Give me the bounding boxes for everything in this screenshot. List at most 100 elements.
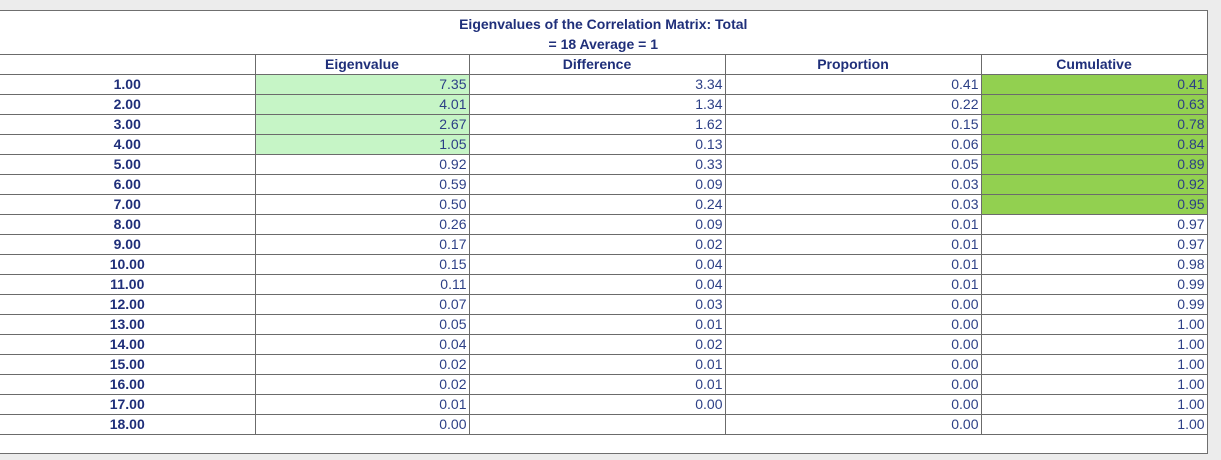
cell-eigenvalue[interactable]: 0.02 <box>254 354 470 375</box>
cell-eigenvalue[interactable]: 0.92 <box>254 154 470 175</box>
cell-proportion[interactable]: 0.00 <box>724 394 982 415</box>
row-label[interactable]: 3.00 <box>0 114 256 135</box>
table-row: 9.00 0.17 0.02 0.01 0.97 <box>0 234 1208 255</box>
header-proportion[interactable]: Proportion <box>724 54 982 75</box>
cell-cumulative[interactable]: 0.78 <box>980 114 1208 135</box>
cell-proportion[interactable]: 0.03 <box>724 194 982 215</box>
cell-difference[interactable]: 0.24 <box>468 194 726 215</box>
cell-cumulative[interactable]: 1.00 <box>980 334 1208 355</box>
row-label[interactable]: 10.00 <box>0 254 256 275</box>
row-label[interactable]: 9.00 <box>0 234 256 255</box>
row-label[interactable]: 14.00 <box>0 334 256 355</box>
cell-proportion[interactable]: 0.06 <box>724 134 982 155</box>
cell-cumulative[interactable]: 0.99 <box>980 274 1208 295</box>
cell-eigenvalue[interactable]: 0.50 <box>254 194 470 215</box>
cell-difference[interactable]: 0.09 <box>468 174 726 195</box>
cell-cumulative[interactable]: 0.95 <box>980 194 1208 215</box>
row-label[interactable]: 1.00 <box>0 74 256 95</box>
cell-cumulative[interactable]: 0.92 <box>980 174 1208 195</box>
cell-eigenvalue[interactable]: 0.04 <box>254 334 470 355</box>
cell-cumulative[interactable]: 0.41 <box>980 74 1208 95</box>
cell-cumulative[interactable]: 1.00 <box>980 374 1208 395</box>
cell-proportion[interactable]: 0.15 <box>724 114 982 135</box>
row-label[interactable]: 18.00 <box>0 414 256 435</box>
cell-difference[interactable]: 0.02 <box>468 334 726 355</box>
cell-difference[interactable]: 0.01 <box>468 374 726 395</box>
cell-cumulative[interactable]: 1.00 <box>980 414 1208 435</box>
cell-eigenvalue[interactable]: 0.59 <box>254 174 470 195</box>
cell-difference[interactable]: 0.04 <box>468 274 726 295</box>
cell-difference[interactable]: 0.01 <box>468 354 726 375</box>
scrollbar-track[interactable] <box>1210 0 1221 460</box>
cell-difference[interactable]: 0.09 <box>468 214 726 235</box>
cell-cumulative[interactable]: 0.97 <box>980 214 1208 235</box>
cell-cumulative[interactable]: 0.98 <box>980 254 1208 275</box>
cell-proportion[interactable]: 0.00 <box>724 294 982 315</box>
cell-cumulative[interactable]: 1.00 <box>980 354 1208 375</box>
row-label[interactable]: 2.00 <box>0 94 256 115</box>
row-label[interactable]: 12.00 <box>0 294 256 315</box>
row-label[interactable]: 8.00 <box>0 214 256 235</box>
cell-difference[interactable]: 0.03 <box>468 294 726 315</box>
cell-difference[interactable]: 0.02 <box>468 234 726 255</box>
cell-proportion[interactable]: 0.05 <box>724 154 982 175</box>
table-body: 1.00 7.35 3.34 0.41 0.41 2.00 4.01 1.34 0.22 0.63… <box>0 74 1208 435</box>
row-label[interactable]: 7.00 <box>0 194 256 215</box>
cell-proportion[interactable]: 0.41 <box>724 74 982 95</box>
cell-cumulative[interactable]: 1.00 <box>980 394 1208 415</box>
cell-difference[interactable]: 0.33 <box>468 154 726 175</box>
cell-cumulative[interactable]: 0.84 <box>980 134 1208 155</box>
cell-eigenvalue[interactable]: 0.26 <box>254 214 470 235</box>
cell-eigenvalue[interactable]: 7.35 <box>254 74 470 95</box>
cell-proportion[interactable]: 0.00 <box>724 354 982 375</box>
row-label[interactable]: 6.00 <box>0 174 256 195</box>
cell-proportion[interactable]: 0.00 <box>724 414 982 435</box>
cell-difference[interactable]: 0.04 <box>468 254 726 275</box>
cell-difference[interactable]: 0.13 <box>468 134 726 155</box>
cell-proportion[interactable]: 0.22 <box>724 94 982 115</box>
cell-eigenvalue[interactable]: 1.05 <box>254 134 470 155</box>
row-label[interactable]: 11.00 <box>0 274 256 295</box>
cell-eigenvalue[interactable]: 0.02 <box>254 374 470 395</box>
cell-proportion[interactable]: 0.01 <box>724 234 982 255</box>
row-label[interactable]: 16.00 <box>0 374 256 395</box>
cell-eigenvalue[interactable]: 0.05 <box>254 314 470 335</box>
table-title: Eigenvalues of the Correlation Matrix: T… <box>0 11 1208 55</box>
cell-eigenvalue[interactable]: 4.01 <box>254 94 470 115</box>
cell-proportion[interactable]: 0.01 <box>724 254 982 275</box>
cell-eigenvalue[interactable]: 2.67 <box>254 114 470 135</box>
cell-difference[interactable] <box>468 414 726 435</box>
cell-eigenvalue[interactable]: 0.01 <box>254 394 470 415</box>
cell-difference[interactable]: 0.01 <box>468 314 726 335</box>
cell-eigenvalue[interactable]: 0.11 <box>254 274 470 295</box>
cell-cumulative[interactable]: 1.00 <box>980 314 1208 335</box>
cell-difference[interactable]: 1.62 <box>468 114 726 135</box>
cell-eigenvalue[interactable]: 0.00 <box>254 414 470 435</box>
row-label[interactable]: 15.00 <box>0 354 256 375</box>
cell-proportion[interactable]: 0.00 <box>724 374 982 395</box>
cell-difference[interactable]: 3.34 <box>468 74 726 95</box>
row-label[interactable]: 13.00 <box>0 314 256 335</box>
cell-difference[interactable]: 1.34 <box>468 94 726 115</box>
header-difference[interactable]: Difference <box>468 54 726 75</box>
cell-cumulative[interactable]: 0.97 <box>980 234 1208 255</box>
cell-eigenvalue[interactable]: 0.07 <box>254 294 470 315</box>
cell-proportion[interactable]: 0.03 <box>724 174 982 195</box>
cell-proportion[interactable]: 0.00 <box>724 314 982 335</box>
cell-cumulative[interactable]: 0.89 <box>980 154 1208 175</box>
cell-difference[interactable]: 0.00 <box>468 394 726 415</box>
cell-cumulative[interactable]: 0.63 <box>980 94 1208 115</box>
cell-cumulative[interactable]: 0.99 <box>980 294 1208 315</box>
table-row: 2.00 4.01 1.34 0.22 0.63 <box>0 94 1208 115</box>
table-row: 14.00 0.04 0.02 0.00 1.00 <box>0 334 1208 355</box>
cell-eigenvalue[interactable]: 0.17 <box>254 234 470 255</box>
header-eigenvalue[interactable]: Eigenvalue <box>254 54 470 75</box>
cell-proportion[interactable]: 0.00 <box>724 334 982 355</box>
header-cumulative[interactable]: Cumulative <box>980 54 1208 75</box>
cell-eigenvalue[interactable]: 0.15 <box>254 254 470 275</box>
cell-proportion[interactable]: 0.01 <box>724 274 982 295</box>
row-label[interactable]: 5.00 <box>0 154 256 175</box>
cell-proportion[interactable]: 0.01 <box>724 214 982 235</box>
row-label[interactable]: 17.00 <box>0 394 256 415</box>
row-label[interactable]: 4.00 <box>0 134 256 155</box>
